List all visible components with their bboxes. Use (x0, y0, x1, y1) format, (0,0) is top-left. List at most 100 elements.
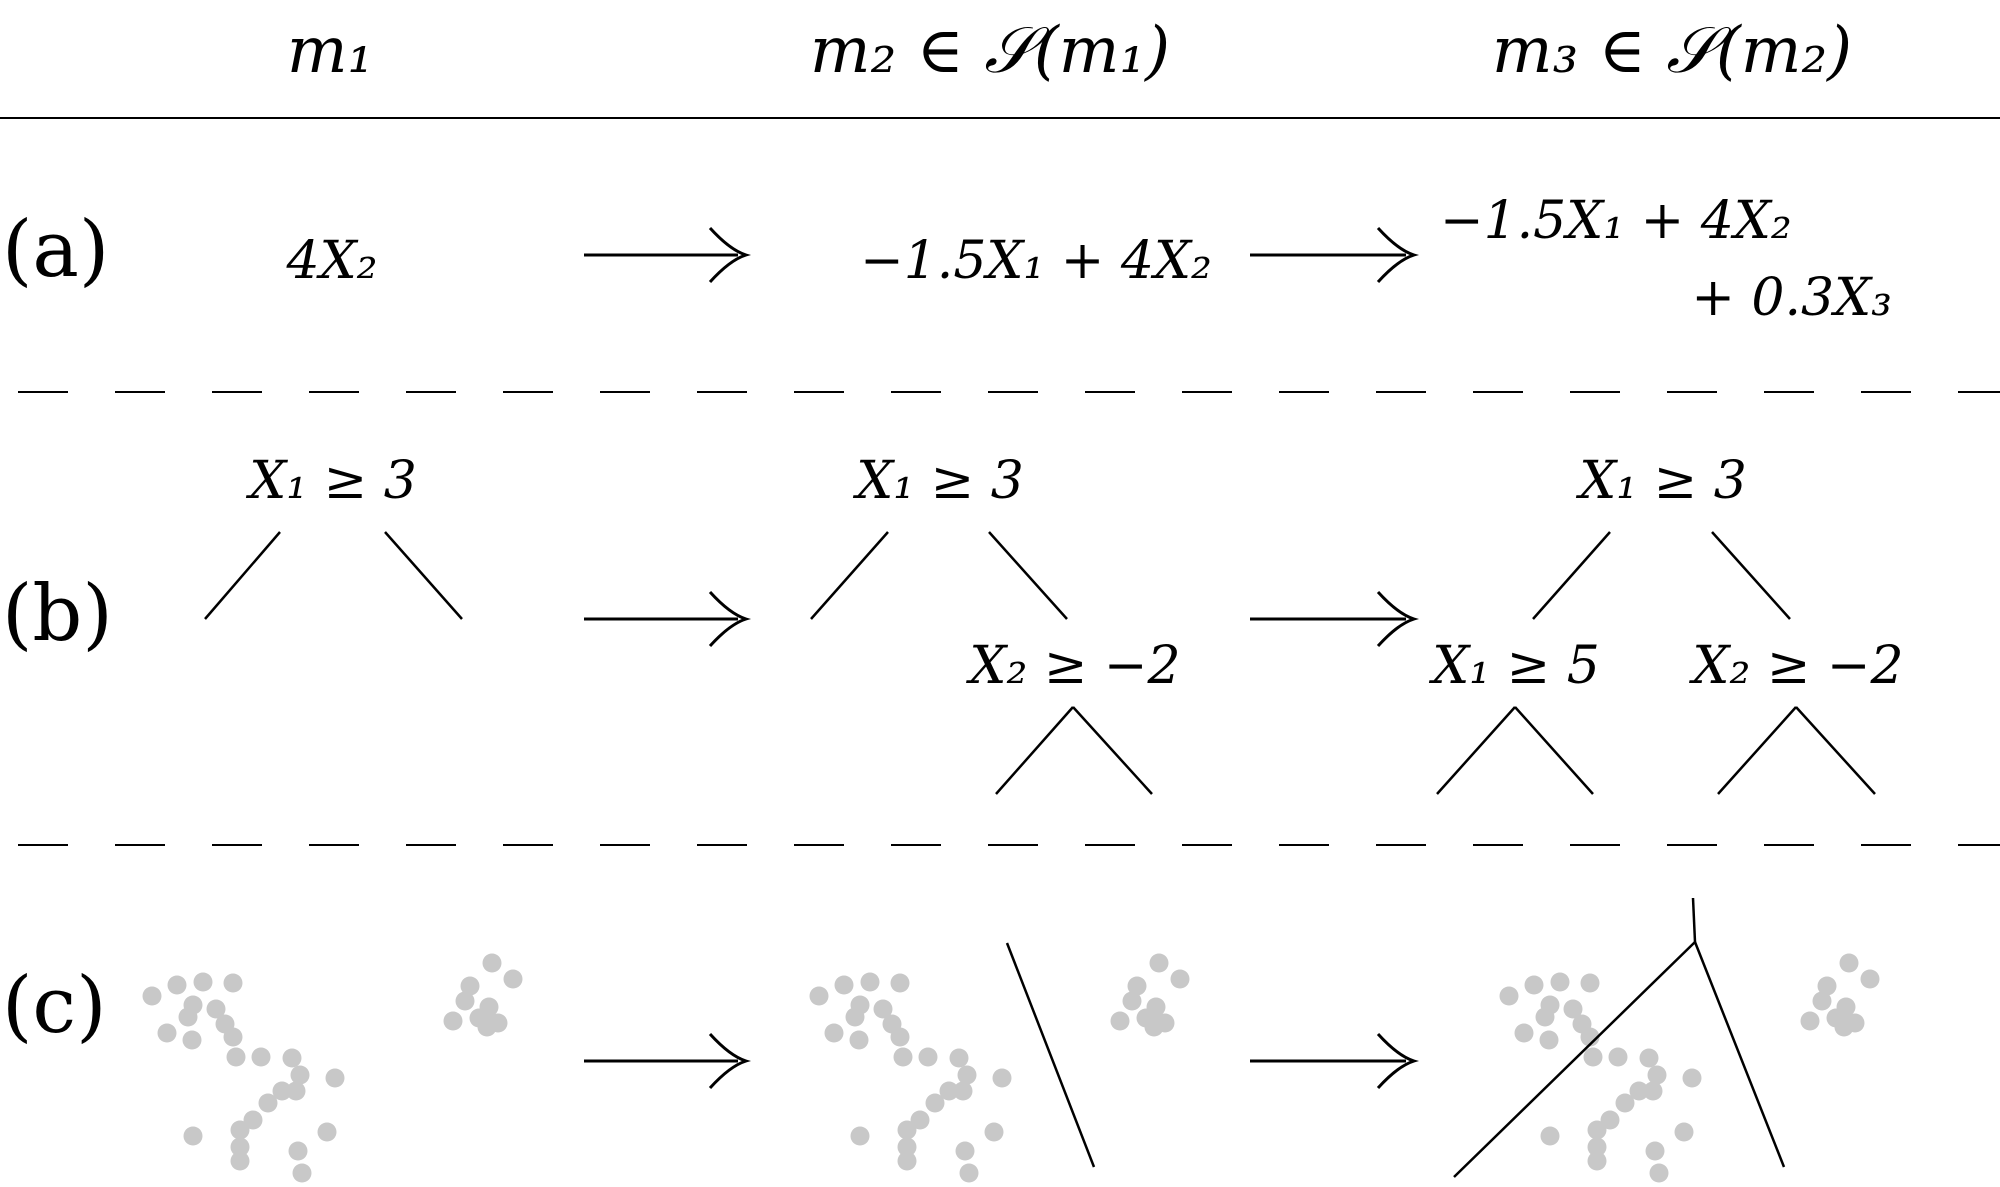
row-b-m2-left-branch (810, 531, 889, 620)
data-point (1550, 972, 1570, 992)
data-point (1540, 1126, 1560, 1146)
row-b-m3-right-left-branch (1717, 706, 1797, 795)
data-point (1817, 976, 1837, 996)
row-c-m3-boundary-left (1453, 941, 1696, 1178)
data-point (1587, 1137, 1607, 1157)
header-m1: m₁ (287, 14, 373, 88)
data-point (1615, 1093, 1635, 1113)
row-b-arrow-2 (1250, 590, 1420, 648)
row-a: (a) 4X₂ −1.5X₁ + 4X₂ −1.5X₁ + 4X₂ + 0.3X… (2, 191, 1892, 328)
data-point (1563, 999, 1583, 1019)
data-point (893, 1047, 913, 1067)
data-point (1524, 975, 1544, 995)
row-b-m1-tree: X₁ ≥ 3 (204, 451, 463, 620)
row-b-label: (b) (2, 569, 113, 659)
row-c-m3-scatter (1499, 953, 1880, 1183)
data-point (226, 1047, 246, 1067)
row-b-m2-root-split: X₁ ≥ 3 (852, 451, 1024, 511)
data-point (1608, 1047, 1628, 1067)
data-point (1800, 1011, 1820, 1031)
data-point (1149, 953, 1169, 973)
row-a-arrow-2 (1250, 226, 1420, 284)
data-point (1860, 969, 1880, 989)
data-point (288, 1141, 308, 1161)
row-c-arrow-2 (1250, 1032, 1420, 1090)
row-c-arrow-1 (584, 1032, 752, 1090)
data-point (1587, 1151, 1607, 1171)
data-point (949, 1048, 969, 1068)
data-point (824, 1023, 844, 1043)
row-b-arrow-1 (584, 590, 752, 648)
header-m3: m₃ ∈ 𝒮(m₂) (1492, 14, 1852, 88)
data-point (443, 1011, 463, 1031)
row-b: (b) X₁ ≥ 3 X₁ ≥ 3 X₂ ≥ −2 X₁ ≥ 3 (2, 451, 1904, 795)
data-point (251, 1047, 271, 1067)
data-point (925, 1093, 945, 1113)
data-point (1580, 1027, 1600, 1047)
data-point (1539, 1030, 1559, 1050)
data-point (317, 1122, 337, 1142)
row-c-label: (c) (2, 961, 107, 1051)
row-a-label: (a) (2, 205, 109, 295)
data-point (183, 1126, 203, 1146)
row-b-m1-root-split: X₁ ≥ 3 (245, 451, 417, 511)
data-point (1682, 1068, 1702, 1088)
data-point (1600, 1110, 1620, 1130)
row-b-m1-right-branch (384, 531, 463, 620)
row-c-m2-scatter (809, 953, 1190, 1183)
data-point (873, 999, 893, 1019)
data-point (272, 1081, 292, 1101)
row-a-m2-formula: −1.5X₁ + 4X₂ (860, 231, 1212, 291)
data-point (1645, 1141, 1665, 1161)
data-point (1127, 976, 1147, 996)
row-c-m3-boundaries (1453, 897, 1786, 1178)
data-point (230, 1137, 250, 1157)
data-point (849, 1030, 869, 1050)
data-point (1674, 1122, 1694, 1142)
row-b-m3-left-branch (1532, 531, 1611, 620)
row-c-m1-scatter (142, 953, 523, 1183)
data-point (984, 1122, 1004, 1142)
data-point (1834, 1017, 1854, 1037)
data-point (142, 986, 162, 1006)
data-point (1649, 1163, 1669, 1183)
data-point (1812, 991, 1832, 1011)
data-point (1647, 1065, 1667, 1085)
data-point (178, 1007, 198, 1027)
data-point (809, 986, 829, 1006)
data-point (282, 1048, 302, 1068)
data-point (482, 953, 502, 973)
data-point (910, 1110, 930, 1130)
data-point (1499, 986, 1519, 1006)
data-point (1535, 1007, 1555, 1027)
row-b-m2-right-right-branch (1072, 706, 1153, 795)
row-b-m3-right-right-branch (1795, 706, 1876, 795)
data-point (325, 1068, 345, 1088)
row-b-m3-left-split: X₁ ≥ 5 (1428, 636, 1600, 696)
data-point (243, 1110, 263, 1130)
data-point (897, 1137, 917, 1157)
row-b-m2-right-split: X₂ ≥ −2 (965, 636, 1180, 696)
data-point (503, 969, 523, 989)
data-point (845, 1007, 865, 1027)
data-point (223, 973, 243, 993)
data-point (460, 976, 480, 996)
data-point (897, 1151, 917, 1171)
row-c-m2-boundary (1005, 942, 1096, 1168)
data-point (292, 1163, 312, 1183)
data-point (230, 1151, 250, 1171)
header: m₁ m₂ ∈ 𝒮(m₁) m₃ ∈ 𝒮(m₂) (0, 14, 2000, 119)
row-b-m3-left-right-branch (1514, 706, 1594, 795)
row-b-m3-right-split: X₂ ≥ −2 (1688, 636, 1903, 696)
data-point (182, 1030, 202, 1050)
data-point (957, 1065, 977, 1085)
row-b-m3-left-left-branch (1436, 706, 1516, 795)
data-point (955, 1141, 975, 1161)
row-a-m3-formula-line1: −1.5X₁ + 4X₂ (1440, 191, 1792, 251)
row-c: (c) (2, 897, 1880, 1183)
data-point (959, 1163, 979, 1183)
data-point (223, 1027, 243, 1047)
data-point (1629, 1081, 1649, 1101)
data-point (1144, 1017, 1164, 1037)
row-b-m2-right-branch (988, 531, 1068, 620)
